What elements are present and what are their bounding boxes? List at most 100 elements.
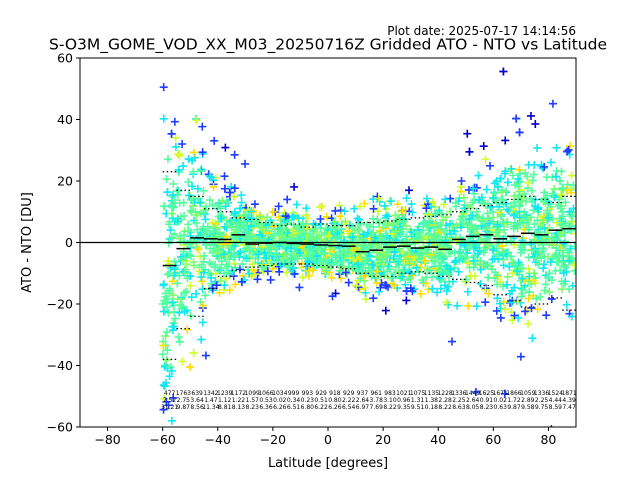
bin-stat-label: 9.87: [507, 404, 521, 411]
scatter-point: [490, 179, 499, 188]
scatter-point: [472, 224, 481, 233]
bin-stat-label: 2.25: [535, 397, 549, 404]
bin-stat-label: 4.39: [562, 397, 576, 404]
scatter-point: [164, 308, 173, 317]
scatter-point: [201, 351, 210, 360]
scatter-point: [564, 145, 573, 154]
scatter-point: [530, 160, 539, 169]
bin-stat-label: 6.97: [356, 404, 370, 411]
scatter-point: [436, 284, 445, 293]
scatter-point: [159, 405, 168, 414]
bin-stat-label: 6.26: [328, 404, 342, 411]
scatter-point: [247, 214, 256, 223]
scatter-point: [506, 203, 515, 212]
scatter-point: [210, 263, 219, 272]
scatter-point: [435, 274, 444, 283]
scatter-point: [322, 266, 331, 275]
bin-stat-label: 11.34: [202, 404, 219, 411]
scatter-point: [381, 217, 390, 226]
bin-stat-label: 8.59: [549, 404, 563, 411]
scatter-point: [503, 178, 512, 187]
scatter-point: [237, 198, 246, 207]
scatter-point: [410, 253, 419, 262]
scatter-point: [525, 287, 534, 296]
scatter-point: [220, 172, 229, 181]
scatter-point: [158, 350, 167, 359]
bin-stat-label: 8.63: [452, 404, 466, 411]
scatter-point: [173, 214, 182, 223]
scatter-point: [304, 245, 313, 254]
scatter-point: [464, 259, 473, 268]
scatter-point: [362, 253, 371, 262]
scatter-point: [348, 232, 357, 241]
scatter-point: [237, 191, 246, 200]
scatter-point: [308, 249, 317, 258]
scatter-point: [207, 273, 216, 282]
scatter-point: [381, 306, 390, 315]
scatter-point: [290, 269, 299, 278]
scatter-point: [479, 248, 488, 257]
scatter-point: [174, 165, 183, 174]
scatter-point: [509, 259, 518, 268]
scatter-point: [359, 230, 368, 239]
scatter-point: [159, 202, 168, 211]
scatter-point: [530, 220, 539, 229]
scatter-point: [376, 226, 385, 235]
scatter-point: [550, 184, 559, 193]
scatter-point: [178, 357, 187, 366]
scatter-point: [200, 227, 209, 236]
scatter-point: [540, 188, 549, 197]
y-tick-label: 20: [57, 174, 73, 189]
scatter-point: [390, 248, 399, 257]
scatter-point: [186, 271, 195, 280]
scatter-point: [225, 188, 234, 197]
bin-stat-label: 3.64: [190, 397, 204, 404]
scatter-point: [552, 218, 561, 227]
bin-stat-label: 0.63: [494, 404, 508, 411]
bin-stat-label: 983: [384, 390, 396, 397]
scatter-point: [554, 201, 563, 210]
scatter-point: [322, 212, 331, 221]
scatter-point: [171, 133, 180, 142]
scatter-point: [423, 266, 432, 275]
scatter-point: [540, 223, 549, 232]
scatter-point: [374, 219, 383, 228]
scatter-point: [381, 281, 390, 290]
scatter-point: [537, 236, 546, 245]
scatter-point: [361, 288, 370, 297]
scatter-point: [197, 273, 206, 282]
scatter-point: [513, 223, 522, 232]
scatter-point: [467, 220, 476, 229]
scatter-point: [295, 249, 304, 258]
scatter-point: [393, 231, 402, 240]
scatter-point: [394, 267, 403, 276]
scatter-point: [530, 269, 539, 278]
scatter-point: [200, 251, 209, 260]
scatter-point: [163, 155, 172, 164]
scatter-point: [559, 239, 568, 248]
scatter-point: [529, 206, 538, 215]
scatter-point: [321, 249, 330, 258]
x-tick-label: −60: [149, 432, 175, 447]
scatter-point: [402, 296, 411, 305]
scatter-point: [482, 224, 491, 233]
scatter-point: [167, 366, 176, 375]
scatter-point: [405, 252, 414, 261]
scatter-point: [279, 254, 288, 263]
bin-stat-label: 8.56: [190, 404, 204, 411]
scatter-point: [476, 279, 485, 288]
scatter-point: [163, 346, 172, 355]
scatter-point: [499, 67, 508, 76]
scatter-point: [182, 287, 191, 296]
scatter-point: [484, 273, 493, 282]
scatter-point: [220, 184, 229, 193]
scatter-point: [171, 142, 180, 151]
scatter-point: [221, 202, 230, 211]
scatter-point: [511, 209, 520, 218]
scatter-point: [284, 261, 293, 270]
scatter-point: [231, 280, 240, 289]
scatter-point: [444, 270, 453, 279]
scatter-point: [422, 194, 431, 203]
bin-stat-label: 1021: [396, 390, 411, 397]
scatter-point: [210, 226, 219, 235]
